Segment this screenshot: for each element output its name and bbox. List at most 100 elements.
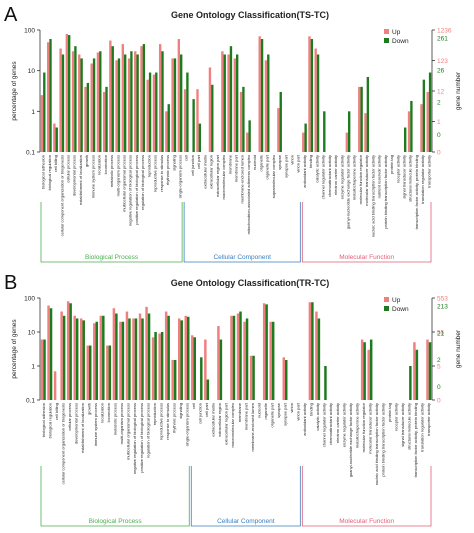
bar-down (75, 318, 79, 400)
bar-down (229, 46, 233, 152)
x-tick-label: nutrient reservoir activity (377, 155, 382, 198)
group-bracket (190, 466, 301, 527)
bar-up (249, 355, 253, 400)
x-tick-label: cell (191, 403, 196, 409)
x-tick-label: metallochaperone activity (354, 403, 359, 448)
bar-up (269, 321, 272, 400)
bar-up (407, 111, 411, 152)
bar-down (180, 320, 183, 400)
x-tick-label: establishment of localization (80, 403, 85, 453)
bar-up (86, 345, 89, 400)
x-tick-label: locomotion (106, 403, 111, 422)
bar-down (316, 54, 320, 152)
bar-up (53, 123, 56, 152)
group-bracket (301, 202, 432, 263)
x-tick-label: organelle part (265, 154, 270, 179)
x-tick-label: molecular function regulator (361, 402, 366, 452)
group-bracket (40, 466, 190, 527)
bar-down (92, 58, 96, 152)
x-tick-label: biological adhesion (41, 403, 46, 437)
bar-up (258, 36, 261, 152)
y-tick-label: 10 (28, 68, 36, 75)
bar-down (232, 315, 236, 400)
bar-down (121, 321, 125, 400)
x-tick-label: structural molecule activity (407, 403, 412, 450)
bar-down (148, 72, 152, 152)
x-tick-label: transporter activity (426, 155, 431, 188)
y2-tick-label-down: 0 (437, 384, 441, 391)
x-tick-label: cell part (204, 402, 209, 417)
x-tick-label: cell junction (198, 403, 203, 424)
x-tick-label: signal transducer activity (402, 155, 407, 199)
x-tick-label: catalytic activity (314, 155, 319, 183)
bar-up (358, 86, 361, 152)
x-tick-label: molecular transducer activity (364, 155, 369, 206)
x-tick-label: cellular component organization or bioge… (59, 155, 64, 236)
bar-up (183, 89, 187, 152)
x-tick-label: growth (84, 155, 89, 167)
bar-up (217, 326, 220, 400)
x-tick-label: cell junction (190, 155, 195, 176)
bar-down (206, 379, 210, 400)
x-tick-label: molecular function regulator (358, 154, 363, 204)
legend-label: Up (392, 29, 401, 36)
x-tick-label: antioxidant activity (302, 403, 307, 436)
bar-down (271, 321, 275, 400)
x-tick-label: supramolecular complex (271, 155, 276, 198)
y-axis-label: percentage of genes (11, 319, 18, 379)
x-tick-label: reproduction (152, 403, 157, 425)
bar-down (245, 318, 249, 400)
bar-up (413, 342, 416, 400)
x-tick-label: immune system process (93, 403, 98, 446)
y2-tick-label-down: 261 (437, 36, 448, 43)
group-label: Biological Process (89, 518, 143, 525)
y-tick-label: 1 (31, 364, 35, 371)
bar-down (62, 315, 66, 400)
x-tick-label: synapse part (283, 402, 288, 426)
x-tick-label: electron carrier activity (333, 155, 338, 195)
bar-up (426, 339, 429, 400)
bar-up (177, 318, 181, 400)
y2-tick-label-down: 0 (437, 132, 441, 139)
bar-down (108, 345, 112, 400)
bar-up (164, 311, 168, 400)
x-tick-label: nucleic acid binding transcription facto… (374, 403, 379, 485)
bar-up (140, 46, 143, 152)
x-tick-label: developmental process (72, 155, 77, 196)
bar-up (204, 339, 207, 400)
x-tick-label: localization (97, 155, 102, 175)
x-tick-label: biological regulation (47, 155, 52, 190)
x-tick-label: nucleoid (252, 155, 257, 170)
chart-title: Gene Ontology Classification(TR-TC) (170, 278, 330, 288)
x-tick-label: metallochaperone activity (352, 155, 357, 200)
x-tick-label: transcription factor activity, protein b… (413, 403, 418, 477)
bar-up (282, 357, 285, 400)
bar-up (208, 67, 212, 152)
bar-down (323, 111, 326, 152)
bar-down (186, 72, 189, 152)
x-tick-label: organelle part (269, 402, 274, 427)
bar-up (246, 132, 249, 152)
legend-label: Down (392, 306, 409, 313)
bar-up (127, 58, 131, 152)
bar-down (198, 123, 202, 152)
bar-down (55, 127, 58, 152)
bar-down (43, 339, 46, 400)
x-tick-label: virion part (296, 402, 301, 420)
x-tick-label: reproductive process (153, 155, 158, 192)
x-tick-label: protein binding transcription factor act… (383, 155, 388, 229)
x-tick-label: multicellular organismal process (122, 155, 127, 212)
bar-down (49, 39, 52, 152)
x-tick-label: response to stimulus (165, 403, 170, 440)
x-tick-label: signaling (171, 155, 176, 171)
x-tick-label: binding (308, 155, 313, 168)
bar-up (79, 318, 83, 400)
panel-letter: A (4, 4, 18, 26)
bar-down (422, 79, 426, 152)
legend-swatch (384, 29, 389, 34)
bar-up (46, 42, 50, 153)
bar-up (73, 315, 76, 400)
bar-up (184, 315, 187, 400)
bar-down (279, 91, 282, 152)
